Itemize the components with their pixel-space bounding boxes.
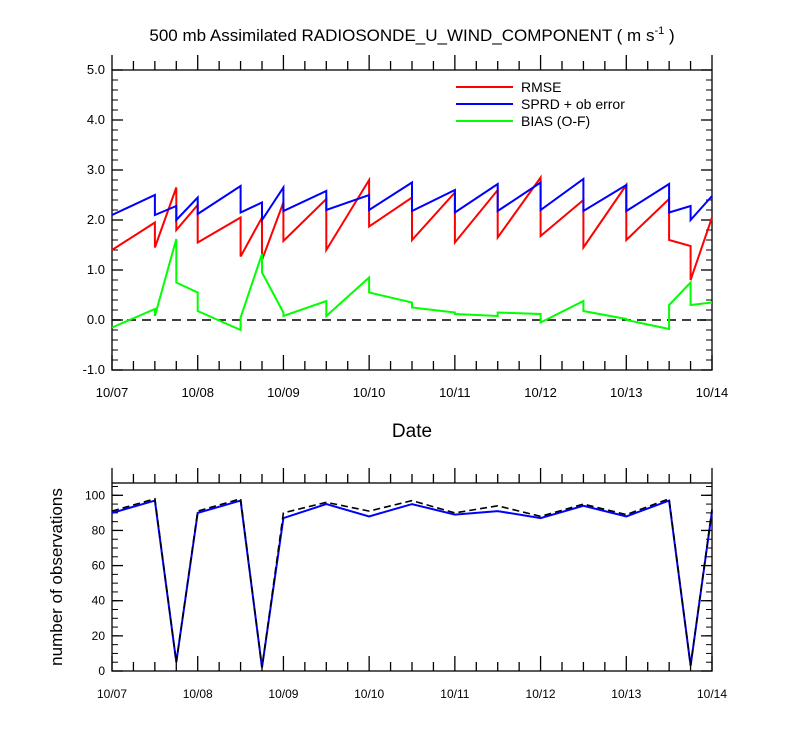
chart-title-superscript: -1 xyxy=(654,25,664,37)
x-tick-label: 10/11 xyxy=(440,687,469,701)
x-tick-label: 10/12 xyxy=(524,385,557,400)
y-tick-label: 5.0 xyxy=(87,62,105,77)
y-tick-label: -1.0 xyxy=(83,362,105,377)
x-tick-label: 10/13 xyxy=(610,385,643,400)
series-line-sprd-ob-error xyxy=(111,177,713,224)
legend-label: BIAS (O-F) xyxy=(521,113,590,129)
y-tick-label: 40 xyxy=(92,594,106,608)
series-line-rmse xyxy=(111,174,713,281)
y-tick-label: 0.0 xyxy=(87,312,105,327)
series-line-0 xyxy=(111,499,713,668)
y-tick-label: 60 xyxy=(92,559,106,573)
bottom-panel: 0 20 40 60 80 100 10/07 10/08 10/09 10/10 10/11 10/… xyxy=(47,468,727,701)
x-tick-label: 10/14 xyxy=(697,687,727,701)
y-tick-label: 0 xyxy=(98,664,105,678)
chart-title-end: ) xyxy=(664,26,674,45)
y-axis-label: number of observations xyxy=(47,488,66,666)
y-tick-label: 100 xyxy=(85,488,105,502)
y-tick-label: 3.0 xyxy=(87,162,105,177)
y-tick-label: 4.0 xyxy=(87,112,105,127)
x-tick-label: 10/10 xyxy=(354,687,384,701)
x-tick-label: 10/13 xyxy=(611,687,641,701)
y-tick-label: 1.0 xyxy=(87,262,105,277)
x-tick-label: 10/11 xyxy=(439,385,471,400)
y-tick-label: 80 xyxy=(92,523,106,537)
x-tick-label: 10/07 xyxy=(96,385,129,400)
x-axis-label: Date xyxy=(392,421,432,442)
series-line-1 xyxy=(111,497,713,668)
y-tick-label: 2.0 xyxy=(87,212,105,227)
x-tick-label: 10/09 xyxy=(268,687,298,701)
y-tick-label: 20 xyxy=(92,629,106,643)
x-tick-label: 10/08 xyxy=(183,687,213,701)
x-tick-label: 10/12 xyxy=(526,687,556,701)
x-tick-label: 10/09 xyxy=(267,385,300,400)
chart-title-main: 500 mb Assimilated RADIOSONDE_U_WIND_COM… xyxy=(149,26,654,45)
legend-label: RMSE xyxy=(521,79,561,95)
chart-title: 500 mb Assimilated RADIOSONDE_U_WIND_COM… xyxy=(149,25,674,45)
top-panel: -1.0 0.0 1.0 2.0 3.0 4.0 5.0 10/07 10/08 10/09 10/… xyxy=(83,55,729,442)
series-line-bias-o-f xyxy=(111,238,713,332)
x-tick-label: 10/10 xyxy=(353,385,386,400)
x-tick-label: 10/07 xyxy=(97,687,127,701)
x-tick-label: 10/14 xyxy=(696,385,729,400)
legend-label: SPRD + ob error xyxy=(521,96,625,112)
x-tick-label: 10/08 xyxy=(181,385,214,400)
